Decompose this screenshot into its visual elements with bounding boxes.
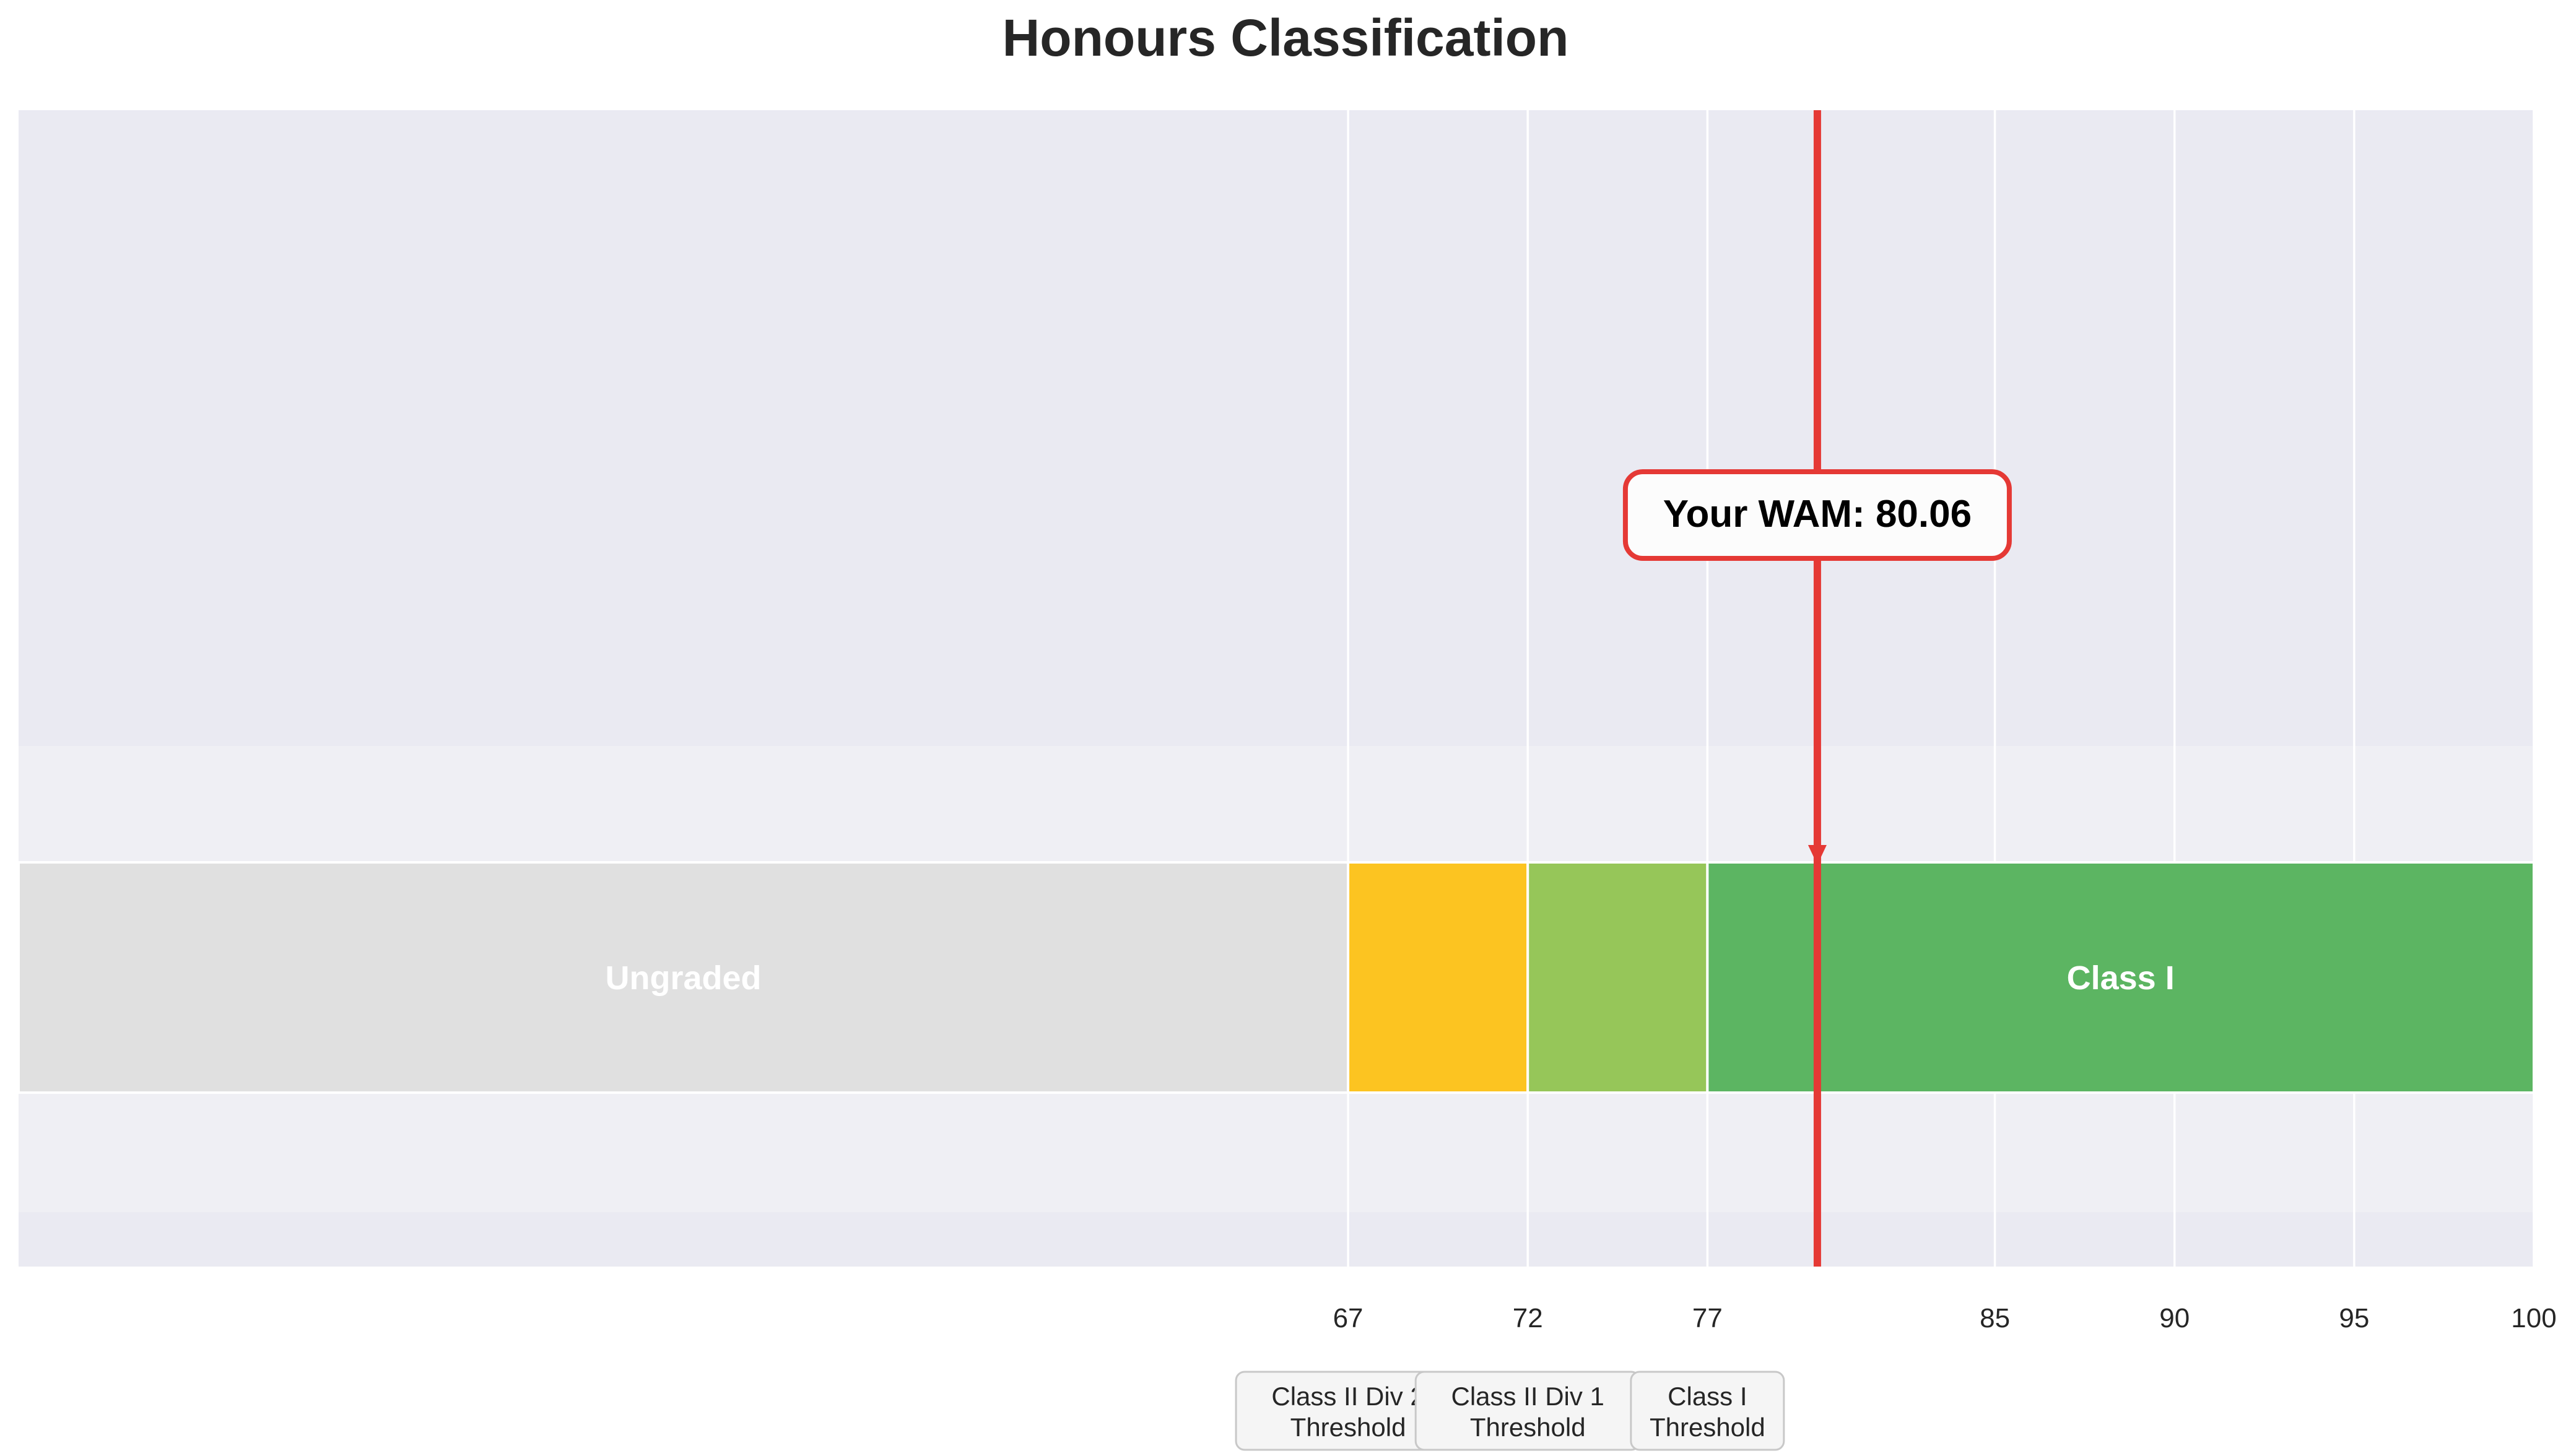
- wam-arrow-icon: [1808, 845, 1827, 865]
- tick-label: 72: [1513, 1303, 1543, 1333]
- wam-callout-label: Your WAM: 80.06: [1663, 493, 1972, 535]
- tick-label: 95: [2339, 1303, 2369, 1333]
- segment-bar: [17, 861, 1350, 1094]
- threshold-sublabel: Threshold: [1290, 1413, 1406, 1442]
- threshold-label: Class II Div 2: [1271, 1382, 1424, 1411]
- tick-label: 67: [1333, 1303, 1364, 1333]
- segment-bar: [1526, 861, 1709, 1094]
- threshold-sublabel: Threshold: [1470, 1413, 1586, 1442]
- tick-label: 85: [1980, 1303, 2010, 1333]
- chart-title: Honours Classification: [1003, 9, 1569, 67]
- wam-callout-box: [1622, 469, 2012, 561]
- tick-label: 100: [2511, 1303, 2556, 1333]
- tick-label: 90: [2159, 1303, 2190, 1333]
- segment-label: Ungraded: [606, 960, 762, 997]
- segment-bar: [1347, 861, 1529, 1094]
- threshold-label: Class II Div 1: [1451, 1382, 1604, 1411]
- threshold-label: Class I: [1668, 1382, 1747, 1411]
- threshold-box: [1630, 1371, 1785, 1451]
- tick-label: 77: [1692, 1303, 1723, 1333]
- threshold-sublabel: Threshold: [1650, 1413, 1765, 1442]
- segment-bar: [1706, 861, 2535, 1094]
- segment-label: Class I: [2067, 960, 2175, 997]
